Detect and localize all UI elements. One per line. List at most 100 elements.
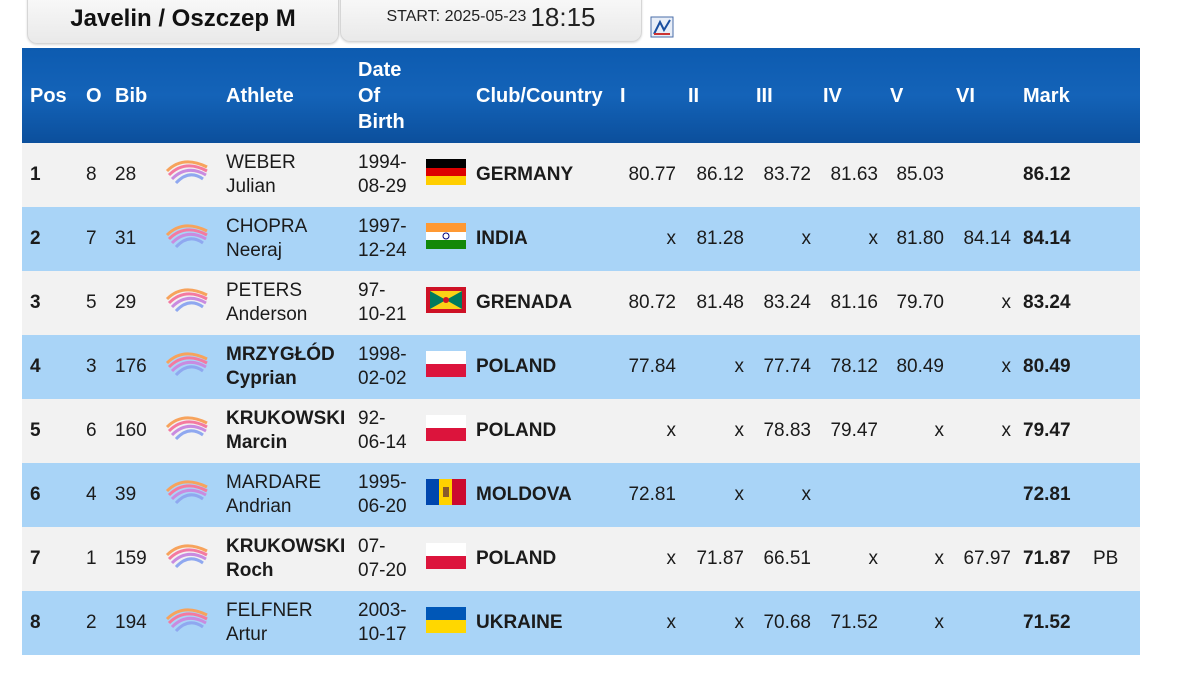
start-tab[interactable]: START: 2025-05-23 18:15 [340,0,642,42]
birth-date-part: 02-02 [358,368,407,389]
column-header: O [86,84,102,107]
flag [426,414,466,441]
athlete-cell: WEBER Julian [218,143,350,207]
result-row[interactable]: 1 8 28 WEBER Julian 1994- 08-29 GERMANY 80.77 86… [22,143,1140,207]
position: 6 [30,484,41,505]
result-row[interactable]: 6 4 39 MARDARE Andrian 1995- 06-20 MOLDOVA 72.8… [22,463,1140,527]
attempt: x [1001,420,1012,441]
result-row[interactable]: 2 7 31 CHOPRA Neeraj 1997- 12-24 INDIA x 81.28 x x… [22,207,1140,271]
country: POLAND [476,356,557,377]
note: PB [1093,548,1119,569]
order: 5 [86,292,97,313]
result-row[interactable]: 4 3 176 MRZYGŁÓD Cyprian 1998- 02-02 POLAND 77.… [22,335,1140,399]
flag-cell [418,207,468,271]
attempt: x [801,484,812,505]
position: 3 [30,292,41,313]
attempt [948,463,1015,527]
country: INDIA [476,228,528,249]
attempt: 81.28 [696,228,744,249]
start-label: START: 2025-05-23 [386,8,527,25]
birth-date-part: 06-14 [358,432,407,453]
athlete-logo [165,479,208,504]
athlete-cell: MARDARE Andrian [218,463,350,527]
attempt [882,463,948,527]
note [1085,399,1140,463]
position: 4 [30,356,41,377]
attempt: 84.14 [963,228,1011,249]
result-row[interactable]: 7 1 159 KRUKOWSKI Roch 07- 07-20 POLAND x 71.87 6… [22,527,1140,591]
attempt: x [666,420,677,441]
birth-date: 07- 07-20 [350,527,418,591]
result-row[interactable]: 5 6 160 KRUKOWSKI Marcin 92- 06-14 POLAND x x 78.… [22,399,1140,463]
column-header: Bib [115,84,148,107]
country: MOLDOVA [476,484,572,505]
attempt: 81.16 [830,292,878,313]
flag-cell [418,143,468,207]
best-mark: 71.87 [1023,548,1071,569]
attempt: x [666,612,677,633]
column-header: Mark [1023,84,1070,107]
attempt: x [868,228,879,249]
best-mark: 83.24 [1023,292,1071,313]
bib: 29 [115,292,137,313]
birth-date: 1998- 02-02 [350,335,418,399]
birth-date-part: 92- [358,408,386,429]
chart-icon[interactable] [650,16,674,38]
attempt: 70.68 [763,612,811,633]
best-mark: 79.47 [1023,420,1071,441]
flag [426,286,466,313]
event-tab[interactable]: Javelin / Oszczep M [27,0,339,44]
logo-cell [155,591,218,655]
birth-date: 2003- 10-17 [350,591,418,655]
position: 1 [30,164,41,185]
column-header: IV [823,84,842,107]
flag [426,542,466,569]
column-header: Pos [30,84,67,107]
logo-cell [155,399,218,463]
position: 7 [30,548,41,569]
surname: WEBER [226,152,296,173]
attempt: 83.72 [763,164,811,185]
attempt: 77.84 [628,356,676,377]
flag-cell [418,399,468,463]
country: UKRAINE [476,612,563,633]
attempt: x [934,420,945,441]
attempt [815,463,882,527]
position: 8 [30,612,41,633]
birth-date-part: 10-21 [358,304,407,325]
bib: 159 [115,548,147,569]
athlete-cell: KRUKOWSKI Marcin [218,399,350,463]
birth-date-part: 1995- [358,472,407,493]
order: 8 [86,164,97,185]
note [1085,463,1140,527]
athlete-cell: CHOPRA Neeraj [218,207,350,271]
athlete-cell: KRUKOWSKI Roch [218,527,350,591]
column-header [418,48,468,143]
birth-date: 1997- 12-24 [350,207,418,271]
birth-date-part: 06-20 [358,496,407,517]
athlete-logo [165,607,208,632]
logo-cell [155,271,218,335]
birth-date-part: 97- [358,280,386,301]
athlete-logo [165,351,208,376]
attempt: 80.72 [628,292,676,313]
first-name: Anderson [226,304,308,325]
attempt [948,143,1015,207]
position: 5 [30,420,41,441]
column-header: III [756,84,773,107]
result-row[interactable]: 3 5 29 PETERS Anderson 97- 10-21 GRENADA 80.72 8… [22,271,1140,335]
logo-cell [155,335,218,399]
best-mark: 80.49 [1023,356,1071,377]
position: 2 [30,228,41,249]
bib: 194 [115,612,147,633]
athlete-logo [165,159,208,184]
birth-date-part: 2003- [358,600,407,621]
surname: KRUKOWSKI [226,536,346,557]
attempt: 77.74 [763,356,811,377]
country: GERMANY [476,164,574,185]
attempt: x [734,356,745,377]
attempt: 78.83 [763,420,811,441]
birth-date: 1994- 08-29 [350,143,418,207]
result-row[interactable]: 8 2 194 FELFNER Artur 2003- 10-17 UKRAINE x x 70.… [22,591,1140,655]
